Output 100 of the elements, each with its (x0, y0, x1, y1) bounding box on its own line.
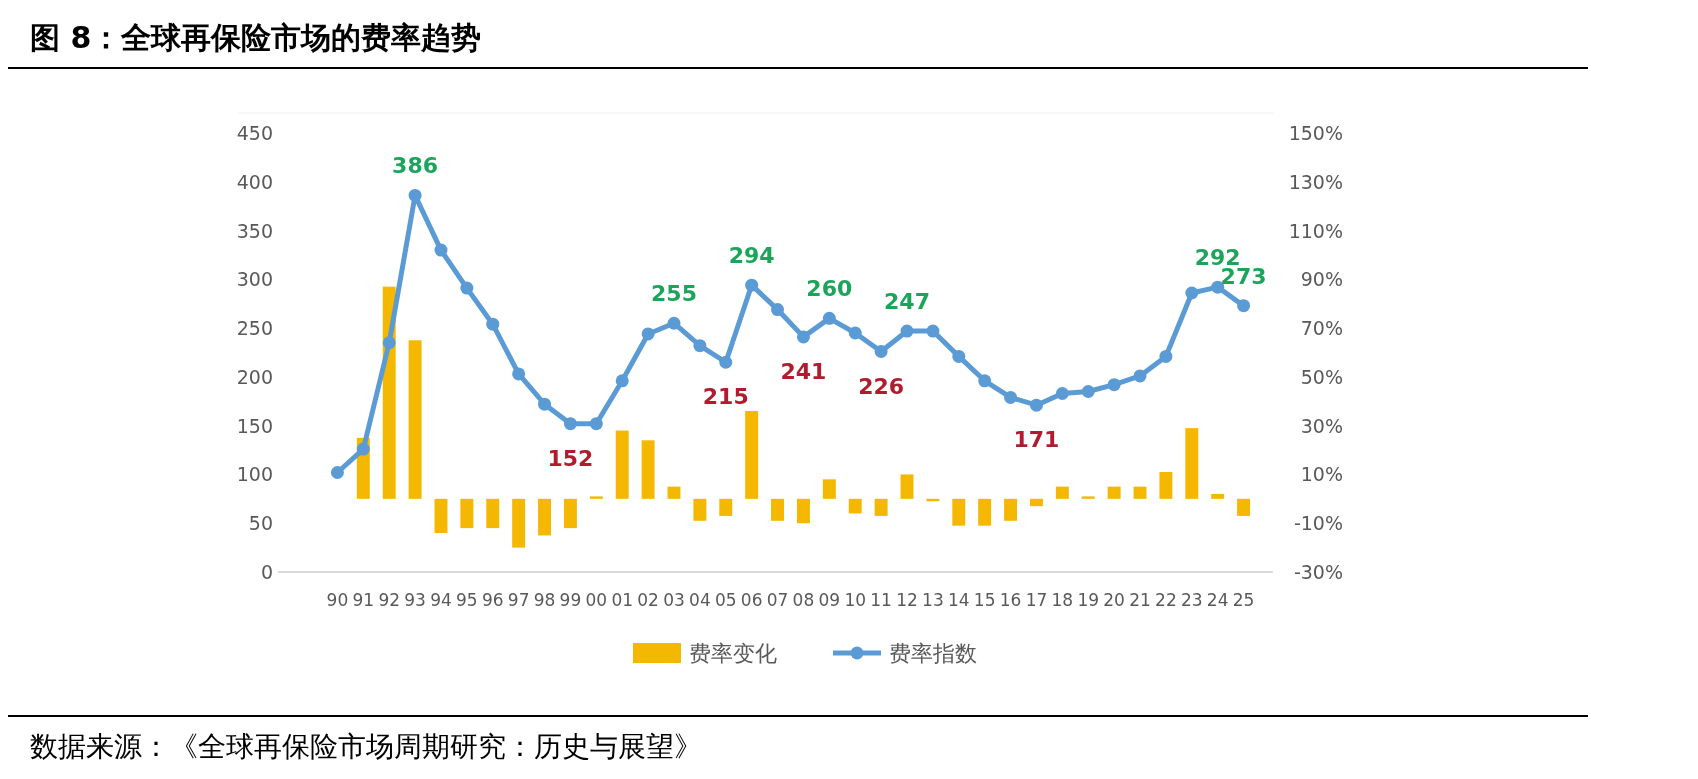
legend-label: 费率变化 (689, 641, 777, 666)
point (745, 278, 759, 292)
point (952, 349, 966, 363)
bar (615, 430, 629, 499)
bar (978, 498, 992, 526)
x-tick-label: 10 (844, 590, 867, 610)
point (1185, 286, 1199, 300)
x-tick-label: 01 (611, 590, 634, 610)
point (356, 442, 370, 456)
point (589, 417, 603, 431)
y-tick-label: 250 (236, 317, 273, 340)
data-label: 226 (858, 373, 905, 399)
data-label: 386 (392, 153, 439, 179)
point (641, 327, 655, 341)
point (563, 417, 577, 431)
point (822, 311, 836, 325)
y-tick-label: 450 (236, 122, 273, 144)
y2-tick-label: 110% (1288, 219, 1343, 242)
y-tick-label: 350 (236, 219, 273, 242)
bar (512, 498, 526, 548)
x-tick-label: 14 (947, 590, 970, 610)
point (434, 243, 448, 257)
x-tick-label: 95 (456, 590, 478, 610)
point (330, 465, 344, 479)
y-tick-label: 50 (248, 512, 273, 535)
bar (1004, 498, 1018, 521)
point (1081, 385, 1095, 399)
data-label: 260 (806, 276, 853, 302)
point (512, 367, 526, 381)
y-tick-label: 100 (236, 463, 273, 486)
point (460, 281, 474, 295)
point (1055, 386, 1069, 400)
point (667, 316, 681, 330)
x-tick-label: 25 (1232, 590, 1255, 610)
bar (641, 440, 655, 499)
data-label: 255 (651, 281, 697, 307)
x-tick-label: 18 (1051, 590, 1074, 610)
chart-title: 图 8：全球再保险市场的费率趋势 (30, 20, 482, 55)
x-tick-label: 19 (1077, 590, 1100, 610)
bar (822, 479, 836, 499)
point (796, 330, 810, 344)
data-label: 241 (780, 358, 827, 384)
x-tick-label: 15 (973, 590, 996, 610)
x-tick-label: 16 (999, 590, 1022, 610)
point (848, 326, 862, 340)
x-tick-label: 98 (533, 590, 556, 610)
bar (1159, 472, 1173, 499)
y-tick-label: 400 (236, 170, 273, 193)
y2-tick-label: 10% (1300, 463, 1343, 486)
bar (719, 498, 733, 516)
bar (460, 498, 474, 529)
point (615, 374, 629, 388)
x-tick-label: 90 (326, 590, 349, 610)
y2-tick-label: 150% (1288, 122, 1343, 144)
bar (1081, 496, 1095, 499)
bar (563, 498, 577, 529)
bar (667, 486, 681, 499)
point (771, 303, 785, 317)
data-label: 294 (728, 243, 775, 269)
point (1237, 299, 1251, 313)
bar (693, 498, 707, 521)
y2-tick-label: 50% (1300, 365, 1343, 388)
bar (1133, 486, 1147, 499)
bar (486, 498, 500, 529)
legend-label: 费率指数 (889, 641, 977, 666)
point (978, 374, 992, 388)
data-label: 247 (884, 289, 930, 315)
x-tick-label: 22 (1155, 590, 1177, 610)
bar (1055, 486, 1069, 499)
bar (796, 498, 810, 524)
y-tick-label: 200 (236, 365, 273, 388)
x-tick-label: 93 (404, 590, 426, 610)
x-tick-label: 00 (585, 590, 608, 610)
x-tick-label: 09 (818, 590, 841, 610)
x-tick-label: 92 (378, 590, 401, 610)
y-tick-label: 0 (260, 561, 273, 583)
point (1029, 398, 1043, 412)
bar (538, 498, 552, 536)
x-tick-label: 13 (922, 590, 944, 610)
x-tick-label: 12 (896, 590, 918, 610)
data-label: 171 (1013, 427, 1060, 453)
x-tick-label: 97 (507, 590, 530, 610)
x-tick-label: 20 (1103, 590, 1125, 610)
bar (1185, 428, 1199, 499)
bar (434, 498, 448, 533)
x-tick-label: 11 (870, 590, 892, 610)
bar (408, 340, 422, 499)
x-tick-label: 96 (481, 590, 504, 610)
bar (1107, 486, 1121, 499)
point (538, 397, 552, 411)
x-tick-label: 91 (352, 590, 375, 610)
y2-tick-label: 130% (1288, 170, 1343, 193)
bar (952, 498, 966, 526)
x-tick-label: 23 (1180, 590, 1203, 610)
y2-tick-label: -10% (1293, 512, 1343, 535)
bar (771, 498, 785, 521)
bar (1237, 498, 1251, 516)
x-tick-label: 03 (663, 590, 685, 610)
bar (745, 411, 759, 499)
point (719, 355, 733, 369)
